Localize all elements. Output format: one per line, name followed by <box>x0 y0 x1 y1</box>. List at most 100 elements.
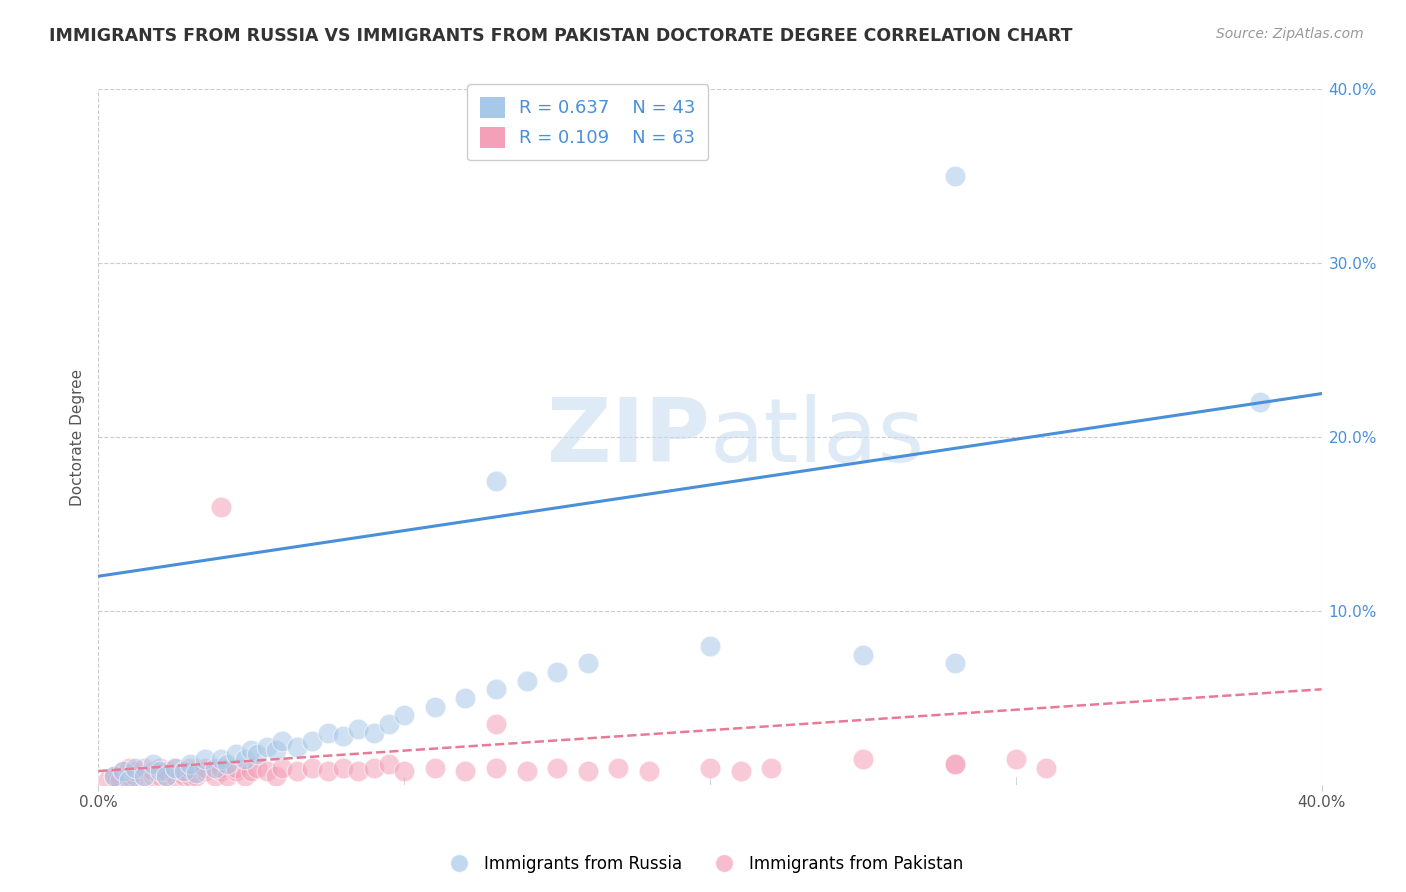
Point <box>179 769 201 783</box>
Point <box>186 769 208 783</box>
Point <box>516 764 538 778</box>
Point <box>301 760 323 774</box>
Point <box>149 760 172 774</box>
Text: atlas: atlas <box>710 393 925 481</box>
Point <box>155 769 177 783</box>
Point <box>209 500 232 514</box>
Point <box>124 769 146 783</box>
Point <box>103 769 125 783</box>
Point <box>240 743 263 757</box>
Point <box>423 760 446 774</box>
Point <box>943 169 966 184</box>
Point <box>699 639 721 653</box>
Point <box>134 760 156 774</box>
Point <box>485 717 508 731</box>
Point <box>149 764 172 778</box>
Text: ZIP: ZIP <box>547 393 710 481</box>
Point <box>852 648 875 662</box>
Point <box>264 743 287 757</box>
Point <box>194 760 217 774</box>
Point <box>1004 752 1026 766</box>
Point <box>134 769 156 783</box>
Point <box>173 769 195 783</box>
Point <box>194 752 217 766</box>
Point <box>943 757 966 772</box>
Point <box>943 657 966 671</box>
Point <box>225 747 247 761</box>
Point <box>215 769 238 783</box>
Point <box>225 764 247 778</box>
Point <box>246 747 269 761</box>
Point <box>155 764 177 778</box>
Point <box>392 764 416 778</box>
Point <box>163 760 186 774</box>
Point <box>264 769 287 783</box>
Point <box>204 769 226 783</box>
Point <box>637 764 661 778</box>
Point <box>194 764 217 778</box>
Point <box>118 769 141 783</box>
Point <box>607 760 630 774</box>
Point <box>576 764 599 778</box>
Point <box>332 729 354 743</box>
Point <box>233 769 256 783</box>
Point <box>454 690 477 705</box>
Point <box>256 764 278 778</box>
Point <box>111 764 134 778</box>
Point <box>108 772 131 787</box>
Point <box>163 769 186 783</box>
Point <box>485 682 508 697</box>
Text: IMMIGRANTS FROM RUSSIA VS IMMIGRANTS FROM PAKISTAN DOCTORATE DEGREE CORRELATION : IMMIGRANTS FROM RUSSIA VS IMMIGRANTS FRO… <box>49 27 1073 45</box>
Point <box>347 723 370 737</box>
Point <box>576 657 599 671</box>
Point <box>485 474 508 488</box>
Point <box>730 764 752 778</box>
Point <box>103 769 125 783</box>
Point <box>516 673 538 688</box>
Point <box>546 760 568 774</box>
Point <box>332 760 354 774</box>
Point <box>759 760 782 774</box>
Point <box>363 760 385 774</box>
Point <box>256 739 278 754</box>
Point <box>240 764 263 778</box>
Point <box>485 760 508 774</box>
Point <box>316 764 339 778</box>
Point <box>209 764 232 778</box>
Point <box>378 717 401 731</box>
Point <box>392 708 416 723</box>
Text: Source: ZipAtlas.com: Source: ZipAtlas.com <box>1216 27 1364 41</box>
Point <box>378 757 401 772</box>
Point <box>134 769 156 783</box>
Point <box>204 760 226 774</box>
Point <box>1035 760 1057 774</box>
Point <box>316 726 339 740</box>
Point <box>209 752 232 766</box>
Point <box>142 757 165 772</box>
Point <box>423 699 446 714</box>
Point <box>173 764 195 778</box>
Point <box>270 760 292 774</box>
Point <box>118 760 141 774</box>
Point <box>285 764 308 778</box>
Point <box>852 752 875 766</box>
Point <box>142 764 165 778</box>
Point <box>347 764 370 778</box>
Point <box>111 764 134 778</box>
Point <box>209 760 232 774</box>
Point <box>454 764 477 778</box>
Point <box>699 760 721 774</box>
Point <box>246 760 269 774</box>
Point <box>173 764 195 778</box>
Point <box>363 726 385 740</box>
Point <box>285 739 308 754</box>
Point <box>225 760 247 774</box>
Point <box>179 760 201 774</box>
Point <box>943 757 966 772</box>
Y-axis label: Doctorate Degree: Doctorate Degree <box>69 368 84 506</box>
Point <box>215 757 238 772</box>
Point <box>270 734 292 748</box>
Point <box>142 769 165 783</box>
Point <box>179 757 201 772</box>
Point <box>546 665 568 679</box>
